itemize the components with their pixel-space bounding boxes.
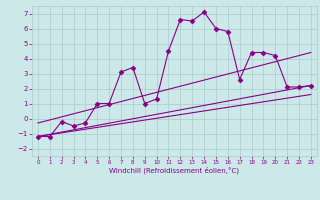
X-axis label: Windchill (Refroidissement éolien,°C): Windchill (Refroidissement éolien,°C) bbox=[109, 167, 239, 174]
